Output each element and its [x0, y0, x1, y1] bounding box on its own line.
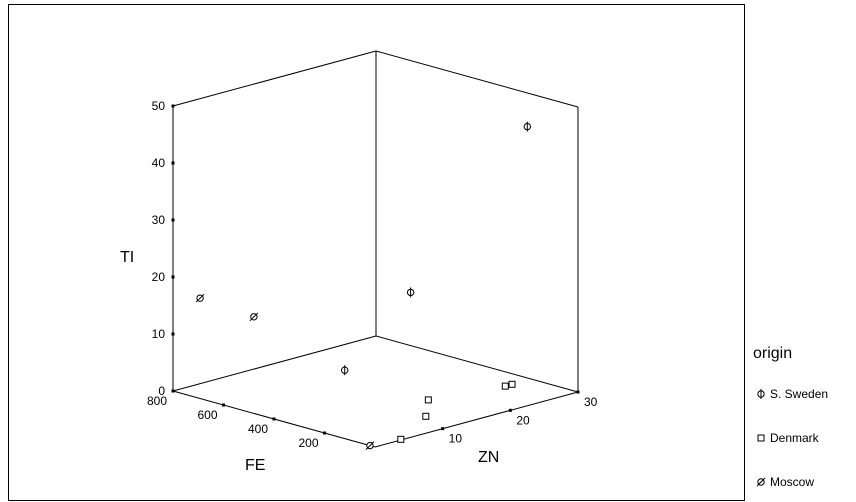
legend-marker-0	[757, 389, 765, 399]
legend-label-2: Moscow	[770, 475, 814, 489]
z-tick-label-1: 10	[152, 327, 166, 341]
point-s2-0	[195, 293, 205, 303]
legend-marker-1	[757, 434, 765, 442]
point-s2-2	[365, 441, 375, 450]
legend-label-0: S. Sweden	[770, 387, 828, 401]
x-tick-label-0: 800	[147, 394, 167, 408]
z-tick-label-0: 0	[158, 384, 165, 398]
point-s1-0	[397, 435, 405, 443]
frame-border	[8, 4, 745, 501]
x-tick-1	[222, 403, 225, 407]
z-tick-label-5: 50	[152, 99, 166, 113]
x-tick-0	[171, 389, 175, 393]
legend-title: origin	[753, 345, 792, 362]
y-tick-0	[441, 427, 445, 431]
legend-label-1: Denmark	[770, 431, 820, 445]
floor-edge-back-right	[375, 335, 579, 393]
y-tick-label-1: 20	[516, 413, 530, 427]
point-s1-3	[501, 382, 509, 390]
x-tick-label-2: 400	[248, 422, 268, 436]
top-edge-left	[172, 50, 377, 107]
z-tick-3	[171, 218, 175, 222]
x-tick-label-3: 200	[298, 436, 318, 450]
y-axis-title: ZN	[478, 449, 499, 466]
y-tick-label-0: 10	[449, 432, 463, 446]
x-axis-title: FE	[245, 457, 265, 474]
box-edges	[172, 50, 579, 448]
z-tick-4	[171, 161, 175, 165]
z-tick-label-2: 20	[152, 270, 166, 284]
x-tick-3	[323, 431, 326, 435]
top-edge-right	[375, 50, 579, 108]
point-s1-2	[424, 396, 432, 404]
legend-marker-2	[756, 477, 766, 487]
axis-ticks: 0 10 20 30 40 50 800 600 400 200 10 20 30	[147, 99, 598, 450]
z-tick-label-3: 30	[152, 213, 166, 227]
point-s1-4	[508, 380, 516, 388]
y-tick-1	[508, 408, 512, 412]
legend: origin S. Sweden Denmark Moscow	[753, 345, 828, 489]
z-tick-label-4: 40	[152, 156, 166, 170]
z-axis-title: TI	[120, 249, 134, 266]
floor-edge-zn	[374, 391, 579, 448]
x-tick-2	[272, 417, 276, 421]
z-tick-2	[171, 275, 175, 279]
x-tick-label-1: 600	[197, 408, 217, 422]
floor-edge-back-left	[172, 335, 377, 392]
point-s0-1	[406, 287, 415, 298]
data-points	[195, 121, 531, 450]
z-tick-5	[171, 104, 175, 108]
point-s1-1	[422, 412, 430, 420]
y-tick-label-2: 30	[584, 395, 598, 409]
point-s2-1	[249, 312, 259, 322]
point-s0-0	[523, 121, 531, 132]
y-tick-2	[576, 390, 580, 394]
point-s0-2	[341, 365, 349, 376]
z-tick-1	[171, 332, 175, 336]
